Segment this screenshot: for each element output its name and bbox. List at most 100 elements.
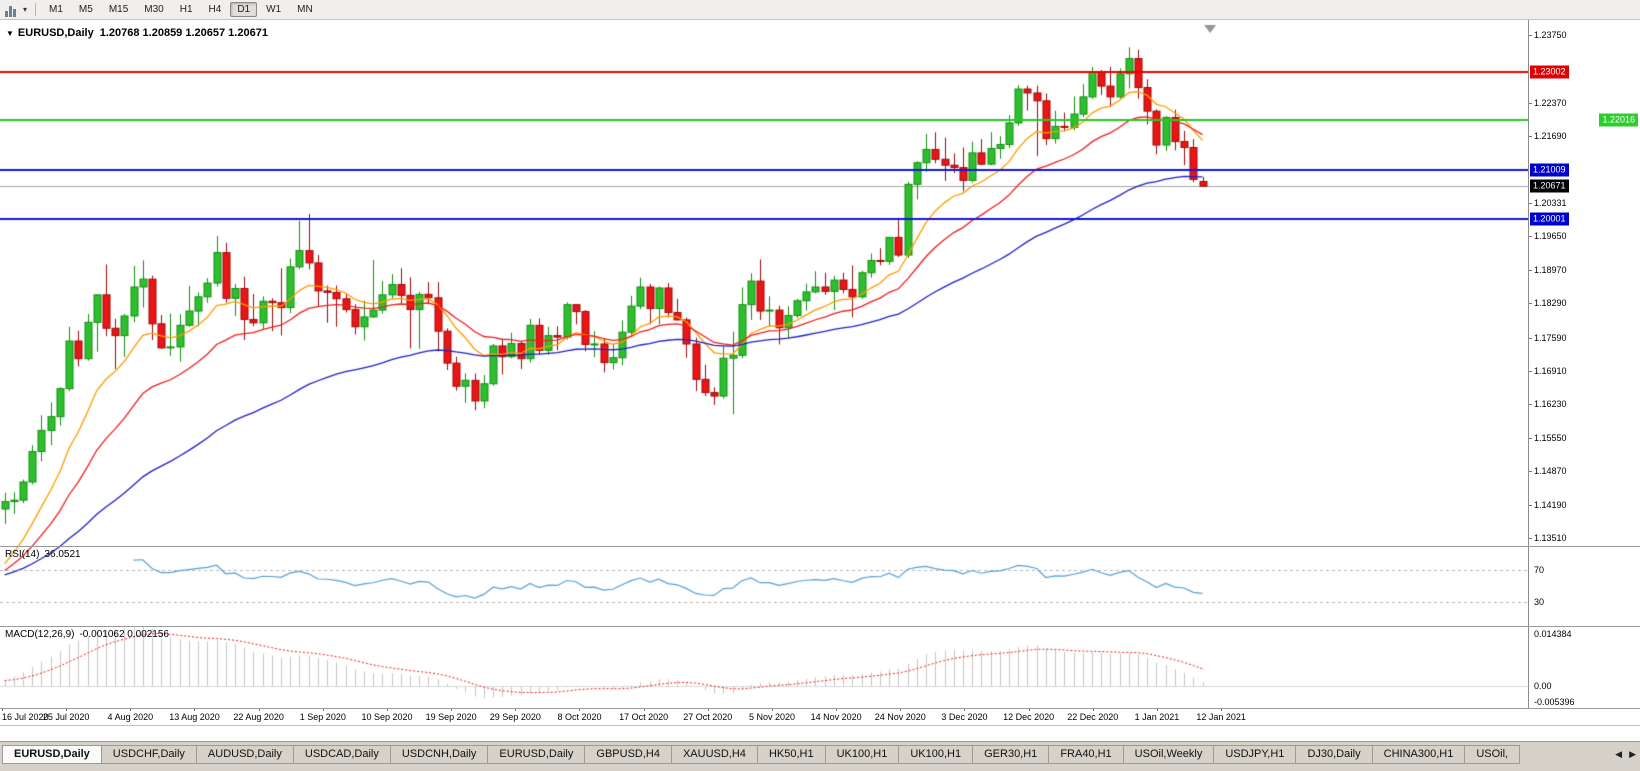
date-label: 27 Oct 2020	[683, 712, 733, 722]
date-label: 1 Sep 2020	[299, 712, 346, 722]
price-axis-tick-mark	[1529, 371, 1532, 372]
timeframe-button-d1[interactable]: D1	[230, 2, 258, 17]
date-label: 4 Aug 2020	[107, 712, 154, 722]
chart-tab-5-eurusd-daily[interactable]: EURUSD,Daily	[488, 745, 586, 764]
chart-tab-6-gbpusd-h4[interactable]: GBPUSD,H4	[585, 745, 672, 764]
price-axis-tick-mark	[1529, 471, 1532, 472]
tab-scroll-left-button[interactable]: ◀	[1615, 749, 1623, 759]
chart-tab-8-hk50-h1[interactable]: HK50,H1	[757, 745, 826, 764]
macd-axis-label: 0.014384	[1534, 629, 1572, 639]
chart-tab-3-usdcad-daily[interactable]: USDCAD,Daily	[293, 745, 391, 764]
macd-axis-label: -0.005396	[1534, 697, 1575, 707]
price-axis-label: 1.15550	[1534, 432, 1567, 443]
timeframe-button-m5[interactable]: M5	[78, 4, 93, 15]
time-axis-tick-mark	[387, 708, 388, 711]
tabs-container: EURUSD,Daily USDCHF,Daily AUDUSD,Daily USDC…	[2, 745, 1521, 764]
blue-level-price-badge: 1.21009	[1530, 163, 1569, 177]
date-label: 29 Sep 2020	[489, 712, 541, 722]
chart-tab-9-uk100-h1[interactable]: UK100,H1	[825, 745, 900, 764]
time-axis-tick-mark	[644, 708, 645, 711]
rsi-axis-label: 30	[1534, 597, 1545, 607]
price-axis-label: 1.13510	[1534, 533, 1567, 543]
timeframe-button-h1[interactable]: H1	[179, 4, 193, 15]
bid-price-badge: 1.20671	[1530, 179, 1569, 193]
chart-tab-1-usdchf-daily[interactable]: USDCHF,Daily	[101, 745, 197, 764]
time-axis-tick-mark	[836, 708, 837, 711]
price-axis-tick-mark	[1529, 438, 1532, 439]
chart-tab-11-ger30-h1[interactable]: GER30,H1	[973, 745, 1050, 764]
price-axis-label: 1.16910	[1534, 365, 1567, 376]
date-label: 5 Nov 2020	[748, 712, 795, 722]
time-axis-tick-mark	[1221, 708, 1222, 711]
rsi-indicator-label: RSI(14) 36.0521	[5, 549, 81, 560]
price-axis-label: 1.21690	[1534, 131, 1567, 142]
chart-tab-0-eurusd-daily[interactable]: EURUSD,Daily	[2, 745, 102, 764]
price-axis-tick-mark	[1529, 505, 1532, 506]
chart-tab-15-dj30-daily[interactable]: DJ30,Daily	[1296, 745, 1373, 764]
price-axis-tick-mark	[1529, 338, 1532, 339]
timeframe-button-m1[interactable]: M1	[49, 4, 63, 15]
blue-level-price-badge: 1.20001	[1530, 212, 1569, 226]
time-axis-tick-mark	[323, 708, 324, 711]
chart-type-icon[interactable]	[4, 2, 22, 18]
timeframe-button-w1[interactable]: W1	[266, 4, 282, 15]
time-axis-tick-mark	[772, 708, 773, 711]
macd-axis-label: 0.00	[1534, 680, 1552, 691]
chart-ohlc-values: 1.20768 1.20859 1.20657 1.20671	[99, 27, 268, 39]
time-axis-tick-mark	[1157, 708, 1158, 711]
price-axis-tick-mark	[1529, 35, 1532, 36]
macd-name: MACD(12,26,9)	[5, 629, 75, 640]
chart-title: ▼ EURUSD,Daily 1.20768 1.20859 1.20657 1.2…	[6, 27, 268, 39]
timeframe-button-m15[interactable]: M15	[108, 4, 129, 15]
timeframe-bar: M1 M5 M15 M30 H1 H4 D1 W1 MN	[41, 2, 321, 17]
price-axis-tick-mark	[1529, 303, 1532, 304]
date-label: 12 Dec 2020	[1003, 712, 1055, 722]
chart-tab-4-usdcnh-daily[interactable]: USDCNH,Daily	[390, 745, 489, 764]
chart-tab-16-china300-h1[interactable]: CHINA300,H1	[1372, 745, 1466, 764]
time-axis-tick-mark	[194, 708, 195, 711]
macd-indicator-label: MACD(12,26,9) -0.001062 0.002156	[5, 629, 169, 640]
green-level-price-badge: 1.22016	[1599, 113, 1638, 127]
chart-tab-14-usdjpy-h1[interactable]: USDJPY,H1	[1214, 745, 1297, 764]
price-axis-label: 1.17590	[1534, 332, 1567, 343]
chart-tab-7-xauusd-h4[interactable]: XAUUSD,H4	[671, 745, 758, 764]
time-axis-tick-mark	[451, 708, 452, 711]
timeframe-button-m30[interactable]: M30	[144, 4, 164, 15]
chart-type-dropdown-arrow[interactable]: ▾	[23, 5, 28, 14]
tab-scroll-right-button[interactable]: ▶	[1629, 749, 1636, 759]
macd-current-values: -0.001062 0.002156	[79, 629, 169, 640]
time-axis-tick-mark	[130, 708, 131, 711]
date-label: 22 Dec 2020	[1067, 712, 1119, 722]
rsi-name: RSI(14)	[5, 549, 40, 560]
date-label: 19 Sep 2020	[425, 712, 477, 722]
price-axis-tick-mark	[1529, 404, 1532, 405]
collapse-triangle-icon[interactable]: ▼	[6, 29, 14, 38]
price-axis-tick-mark	[1529, 136, 1532, 137]
timeframe-button-mn[interactable]: MN	[297, 4, 313, 15]
chart-tab-10-uk100-h1[interactable]: UK100,H1	[899, 745, 974, 764]
time-axis-tick-mark	[515, 708, 516, 711]
date-label: 16 Jul 2020	[2, 712, 49, 722]
date-label: 14 Nov 2020	[810, 712, 862, 722]
time-axis-tick-mark	[900, 708, 901, 711]
chart-tab-12-fra40-h1[interactable]: FRA40,H1	[1049, 745, 1124, 764]
pane-separator[interactable]	[0, 546, 1640, 547]
timeframe-button-h4[interactable]: H4	[208, 4, 222, 15]
chart-tab-13-usoil-weekly[interactable]: USOil,Weekly	[1123, 745, 1215, 764]
chart-tab-2-audusd-daily[interactable]: AUDUSD,Daily	[196, 745, 294, 764]
tab-scroll-arrows: ◀ ▶	[1611, 749, 1636, 760]
price-chart-canvas[interactable]	[0, 20, 1528, 708]
time-axis[interactable]: 16 Jul 2020 25 Jul 2020 4 Aug 2020 13 Aug 2…	[0, 708, 1528, 726]
date-label: 1 Jan 2021	[1134, 712, 1180, 722]
price-axis-tick-mark	[1529, 270, 1532, 271]
pane-separator[interactable]	[0, 626, 1640, 627]
chart-tab-17-usoil-[interactable]: USOil,	[1465, 745, 1521, 764]
price-axis[interactable]: 1.23750 1.22370 1.21690 1.20331 1.19650 1.189…	[1528, 20, 1640, 708]
time-axis-tick-mark	[708, 708, 709, 711]
time-axis-tick-mark	[66, 708, 67, 711]
time-axis-tick-mark	[1029, 708, 1030, 711]
toolbar: ▾ M1 M5 M15 M30 H1 H4 D1 W1 MN	[0, 0, 1640, 20]
price-axis-label: 1.14870	[1534, 466, 1567, 477]
chart-symbol-period: EURUSD,Daily	[17, 27, 94, 39]
